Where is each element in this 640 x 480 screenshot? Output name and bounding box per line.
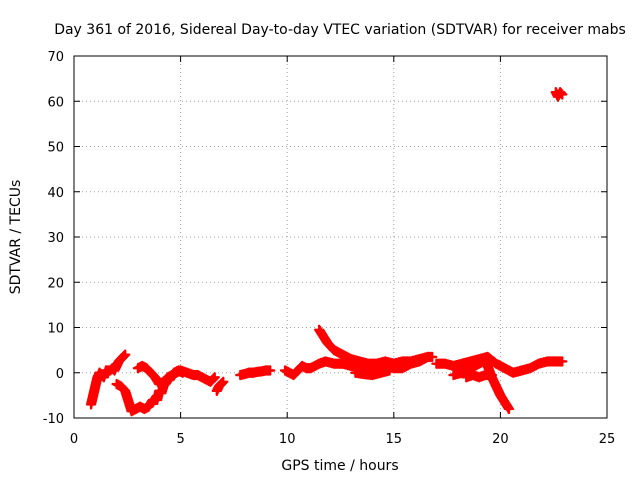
chart-title: Day 361 of 2016, Sidereal Day-to-day VTE… (54, 22, 626, 38)
sdtvar-trace-i (431, 351, 568, 378)
y-tick-label: 20 (47, 276, 64, 291)
sdtvar-trace-c (132, 360, 220, 390)
sdtvar-trace-g (313, 324, 434, 369)
y-tick-label: 30 (47, 231, 64, 246)
data-point (384, 365, 395, 376)
y-tick-label: 0 (56, 367, 64, 382)
data-marks (85, 87, 568, 417)
x-axis-label: GPS time / hours (281, 458, 398, 474)
x-tick-label: 15 (386, 432, 403, 447)
data-point (486, 369, 498, 381)
data-point (264, 365, 276, 376)
y-axis-label: SDTVAR / TECUs (8, 180, 24, 295)
data-point (557, 356, 568, 367)
data-point (209, 372, 220, 383)
y-tick-label: -10 (43, 412, 64, 427)
data-point (503, 403, 515, 415)
y-tick-label: 70 (47, 50, 64, 65)
sdtvar-trace-l (550, 87, 568, 102)
y-tick-label: 50 (47, 141, 64, 156)
sdtvar-trace-e (235, 365, 276, 381)
x-tick-label: 25 (599, 432, 616, 447)
x-tick-label: 0 (70, 432, 78, 447)
sdtvar-trace-d (211, 376, 229, 397)
data-point (557, 89, 568, 100)
sdtvar-trace-a (85, 349, 131, 410)
data-point (218, 376, 229, 387)
data-point (422, 351, 434, 363)
x-tick-label: 5 (176, 432, 184, 447)
axis-ticks: 0 5 10 15 20 25 -10 0 10 20 30 40 50 60 70 (43, 50, 616, 447)
data-point (119, 349, 131, 360)
y-tick-label: 40 (47, 186, 64, 201)
sdtvar-trace-h (350, 365, 395, 381)
x-tick-label: 20 (492, 432, 509, 447)
y-tick-label: 60 (47, 95, 64, 110)
y-tick-label: 10 (47, 322, 64, 337)
sdtvar-trace-k (461, 369, 498, 383)
x-tick-label: 10 (279, 432, 296, 447)
